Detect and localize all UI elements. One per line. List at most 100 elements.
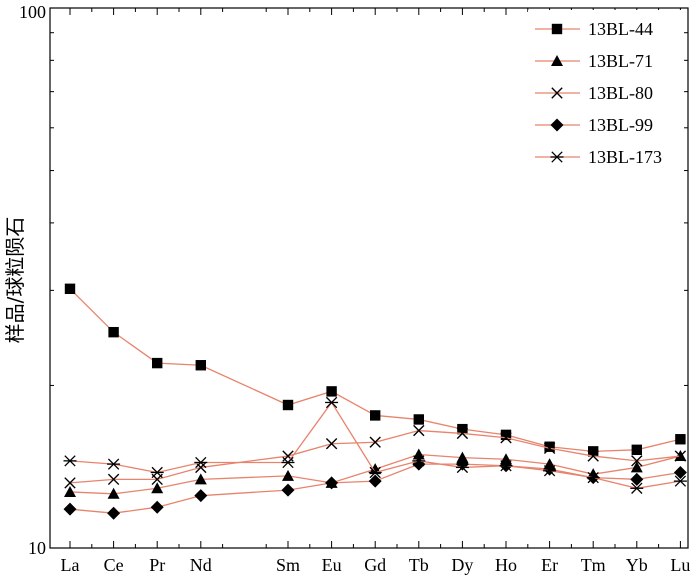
x-tick-label: Dy <box>451 555 473 575</box>
legend-label: 13BL-71 <box>588 51 653 71</box>
x-tick-label: Pr <box>149 555 165 575</box>
marker-triangle <box>630 461 643 473</box>
marker-square <box>551 23 563 35</box>
marker-triangle <box>500 453 512 465</box>
marker-x <box>674 450 687 462</box>
marker-square <box>544 441 555 452</box>
marker-diamond <box>281 483 295 497</box>
marker-x <box>631 455 643 467</box>
marker-triangle <box>456 451 469 463</box>
legend-entry: 13BL-173 <box>535 147 662 167</box>
x-tick-label: Yb <box>626 555 648 575</box>
x-tick-label: Er <box>541 555 558 575</box>
legend-entry: 13BL-44 <box>535 19 653 39</box>
marker-triangle <box>412 448 425 460</box>
x-tick-label: Tm <box>581 555 606 575</box>
marker-square <box>108 326 119 338</box>
marker-asterisk <box>630 482 644 494</box>
marker-x <box>64 477 76 489</box>
marker-asterisk <box>150 466 164 479</box>
legend-label: 13BL-44 <box>588 19 653 39</box>
marker-asterisk <box>455 461 469 474</box>
marker-asterisk <box>412 455 426 467</box>
marker-diamond <box>325 476 339 490</box>
series-13BL-173 <box>63 396 687 494</box>
legend-entry: 13BL-80 <box>535 83 653 103</box>
marker-square <box>282 399 294 411</box>
x-tick-label: Tb <box>409 555 429 575</box>
marker-asterisk <box>368 466 382 479</box>
marker-asterisk <box>673 475 687 487</box>
marker-x <box>543 442 556 454</box>
plot-frame <box>49 7 689 549</box>
marker-diamond <box>550 118 564 132</box>
marker-triangle <box>282 469 294 481</box>
legend-entry: 13BL-99 <box>535 115 653 135</box>
marker-asterisk <box>586 471 600 484</box>
legend-entry: 13BL-71 <box>535 51 653 71</box>
marker-diamond <box>455 457 469 471</box>
marker-square <box>64 283 76 294</box>
series-line <box>69 401 681 489</box>
marker-square <box>370 410 381 421</box>
series-line <box>69 429 681 484</box>
marker-x <box>195 461 207 474</box>
marker-x <box>587 450 599 462</box>
marker-triangle <box>551 55 563 66</box>
y-tick-label: 10 <box>28 538 46 558</box>
legend: 13BL-44 13BL-71 13BL-80 13BL-99 13BL-173 <box>528 10 683 175</box>
x-tick-label: Nd <box>190 555 212 575</box>
series-layer <box>63 283 687 520</box>
x-tick-label: Ho <box>495 555 517 575</box>
marker-asterisk <box>281 456 295 469</box>
marker-square <box>413 414 424 425</box>
marker-square <box>588 446 599 457</box>
marker-x <box>107 473 120 486</box>
marker-square <box>675 434 686 445</box>
marker-square <box>500 429 512 441</box>
marker-asterisk <box>550 151 564 163</box>
marker-diamond <box>543 462 557 476</box>
series-line <box>69 288 681 453</box>
x-tick-label: Ce <box>104 555 124 575</box>
marker-asterisk <box>499 460 513 472</box>
marker-triangle <box>107 487 120 499</box>
marker-x <box>551 87 563 99</box>
y-axis-label: 样品/球粒陨石 <box>3 217 27 344</box>
marker-asterisk <box>63 455 77 467</box>
marker-triangle <box>151 482 164 494</box>
marker-diamond <box>368 474 382 488</box>
marker-diamond <box>194 489 208 503</box>
legend-label: 13BL-99 <box>588 115 653 135</box>
marker-asterisk <box>194 456 208 469</box>
marker-square <box>457 423 468 435</box>
marker-x <box>500 432 512 444</box>
marker-diamond <box>412 457 426 471</box>
marker-asterisk <box>325 396 339 409</box>
marker-square <box>631 444 642 456</box>
marker-x <box>369 436 381 448</box>
marker-triangle <box>64 485 76 497</box>
y-tick-labels: 100 10 <box>19 2 46 558</box>
marker-square <box>195 360 206 371</box>
x-tick-label: Sm <box>276 555 300 575</box>
legend-label: 13BL-173 <box>588 147 662 167</box>
marker-x <box>413 424 425 437</box>
x-tick-label: Gd <box>364 555 386 575</box>
marker-diamond <box>63 502 77 516</box>
marker-diamond <box>630 472 644 486</box>
marker-x <box>456 427 469 440</box>
marker-triangle <box>194 473 207 485</box>
x-tick-label: Lu <box>670 555 690 575</box>
marker-square <box>326 386 337 397</box>
marker-x <box>325 438 338 450</box>
marker-asterisk <box>107 458 121 470</box>
marker-diamond <box>107 506 121 520</box>
marker-asterisk <box>543 465 557 477</box>
series-13BL-80 <box>64 424 687 489</box>
x-tick-labels: La Ce Pr Nd Sm Eu Gd Tb Dy Ho Er Tm Yb Lu <box>61 555 691 575</box>
marker-diamond <box>150 500 164 514</box>
marker-square <box>152 357 163 369</box>
